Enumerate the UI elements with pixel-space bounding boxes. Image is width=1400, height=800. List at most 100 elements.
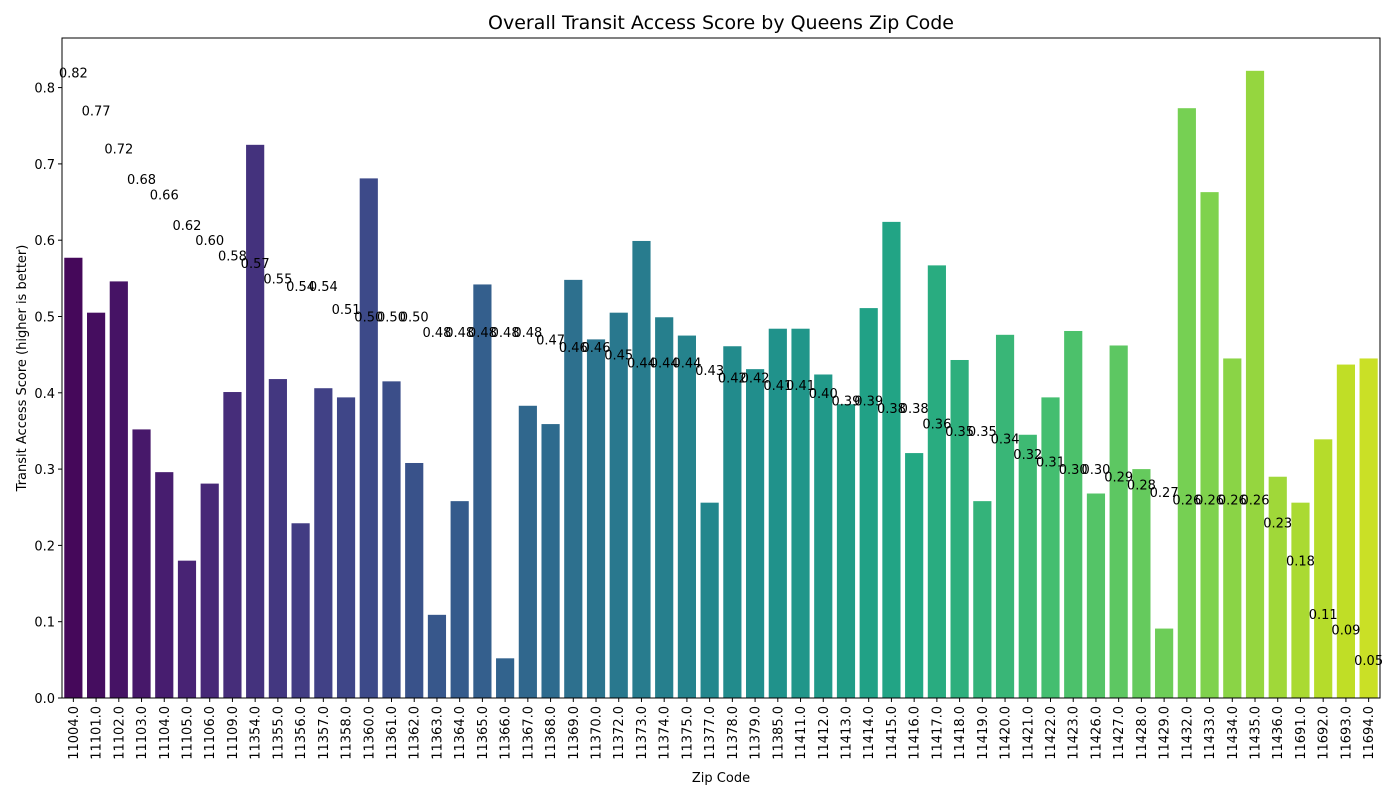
y-axis-ticks: 0.0 0.1 0.2 0.3 0.4 0.5 0.6 0.7 0.8 <box>34 82 62 707</box>
y-tick-label: 0.6 <box>34 234 55 249</box>
data-label: 0.44 <box>627 356 656 371</box>
y-tick-label: 0.2 <box>34 539 55 554</box>
data-label: 0.23 <box>1263 517 1292 532</box>
bar-11423.0 <box>1064 330 1083 698</box>
data-label: 0.51 <box>332 303 361 318</box>
plot-frame <box>61 37 1381 699</box>
data-label: 0.45 <box>604 349 633 364</box>
x-tick-label: 11426.0 <box>1089 706 1104 760</box>
x-tick-label: 11361.0 <box>385 706 400 760</box>
data-label: 0.54 <box>286 280 315 295</box>
data-label: 0.55 <box>263 272 292 287</box>
x-tick-label: 11693.0 <box>1339 706 1354 760</box>
y-tick-label: 0.7 <box>34 158 55 173</box>
x-tick-label: 11354.0 <box>249 706 264 760</box>
bar-11414.0 <box>859 308 878 698</box>
bar-11104.0 <box>155 472 174 698</box>
data-label: 0.42 <box>741 372 770 387</box>
x-tick-label: 11365.0 <box>476 706 491 760</box>
bar-11691.0 <box>1291 502 1310 698</box>
annotations-layer: 0.82 0.77 0.72 0.680.66 0.620.600.580.570.55… <box>59 66 1383 669</box>
data-label: 0.44 <box>672 356 701 371</box>
x-tick-label: 11372.0 <box>612 706 627 760</box>
bar-11370.0 <box>586 339 606 698</box>
data-label: 0.48 <box>491 326 520 341</box>
x-tick-label: 11419.0 <box>976 706 991 760</box>
bar-11419.0 <box>973 501 992 698</box>
data-label: 0.32 <box>1013 448 1042 463</box>
bar-11374.0 <box>655 317 674 698</box>
bar-11377.0 <box>700 502 719 698</box>
data-label: 0.41 <box>763 379 792 394</box>
bar-11693.0 <box>1336 364 1355 698</box>
bar-11416.0 <box>905 453 924 698</box>
chart-title: Overall Transit Access Score by Queens Z… <box>488 12 954 34</box>
data-label: 0.35 <box>945 425 974 440</box>
bar-11385.0 <box>768 328 787 698</box>
bar-11106.0 <box>200 483 219 698</box>
bar-11101.0 <box>87 312 106 698</box>
x-tick-label: 11105.0 <box>180 706 195 760</box>
x-tick-label: 11355.0 <box>271 706 286 760</box>
data-label: 0.39 <box>832 394 861 409</box>
bar-11426.0 <box>1086 493 1106 698</box>
x-axis-label: Zip Code <box>692 771 750 786</box>
data-label: 0.27 <box>1150 486 1179 501</box>
bar-11102.0 <box>109 281 128 698</box>
bar-11417.0 <box>927 265 946 698</box>
bar-11004.0 <box>64 257 83 698</box>
data-label: 0.43 <box>695 364 724 379</box>
data-label: 0.38 <box>900 402 929 417</box>
bar-11355.0 <box>268 379 287 698</box>
data-label: 0.50 <box>400 311 429 326</box>
data-label: 0.26 <box>1241 494 1270 509</box>
bar-11436.0 <box>1268 476 1287 698</box>
x-tick-label: 11414.0 <box>862 706 877 760</box>
x-tick-label: 11004.0 <box>67 706 82 760</box>
x-tick-label: 11417.0 <box>930 706 945 760</box>
x-tick-label: 11104.0 <box>158 706 173 760</box>
y-tick-label: 0.1 <box>34 616 55 631</box>
y-tick-label: 0.0 <box>34 692 55 707</box>
bar-11358.0 <box>336 397 356 698</box>
data-label: 0.48 <box>445 326 474 341</box>
data-label: 0.11 <box>1309 608 1338 623</box>
x-tick-label: 11422.0 <box>1044 706 1059 760</box>
x-tick-label: 11367.0 <box>521 706 536 760</box>
bar-11434.0 <box>1223 358 1242 698</box>
data-label: 0.39 <box>854 394 883 409</box>
x-tick-label: 11435.0 <box>1249 706 1264 760</box>
bar-11105.0 <box>177 560 197 698</box>
data-label: 0.42 <box>718 372 747 387</box>
x-tick-label: 11436.0 <box>1271 706 1286 760</box>
bar-11375.0 <box>677 335 696 698</box>
x-tick-label: 11358.0 <box>340 706 355 760</box>
x-tick-label: 11385.0 <box>771 706 786 760</box>
bar-11411.0 <box>791 328 810 698</box>
data-label: 0.48 <box>513 326 542 341</box>
y-tick-label: 0.5 <box>34 311 55 326</box>
bar-11418.0 <box>950 359 969 698</box>
bar-11692.0 <box>1314 439 1333 698</box>
data-label: 0.68 <box>127 173 156 188</box>
bar-11429.0 <box>1155 628 1174 698</box>
data-label: 0.48 <box>468 326 497 341</box>
x-tick-label: 11369.0 <box>567 706 582 760</box>
x-tick-label: 11432.0 <box>1180 706 1195 760</box>
x-tick-label: 11429.0 <box>1158 706 1173 760</box>
data-label: 0.82 <box>59 66 88 81</box>
x-tick-label: 11370.0 <box>590 706 605 760</box>
bar-11360.0 <box>359 178 378 698</box>
y-tick-label: 0.8 <box>34 82 55 97</box>
x-tick-label: 11375.0 <box>680 706 695 760</box>
x-tick-label: 11379.0 <box>749 706 764 760</box>
bar-11369.0 <box>564 279 583 698</box>
bar-11103.0 <box>132 429 151 698</box>
x-tick-label: 11412.0 <box>817 706 832 760</box>
data-label: 0.47 <box>536 333 565 348</box>
x-tick-label: 11356.0 <box>294 706 309 760</box>
x-tick-label: 11368.0 <box>544 706 559 760</box>
y-tick-label: 0.3 <box>34 463 55 478</box>
bar-11361.0 <box>382 381 401 698</box>
data-label: 0.66 <box>150 188 179 203</box>
